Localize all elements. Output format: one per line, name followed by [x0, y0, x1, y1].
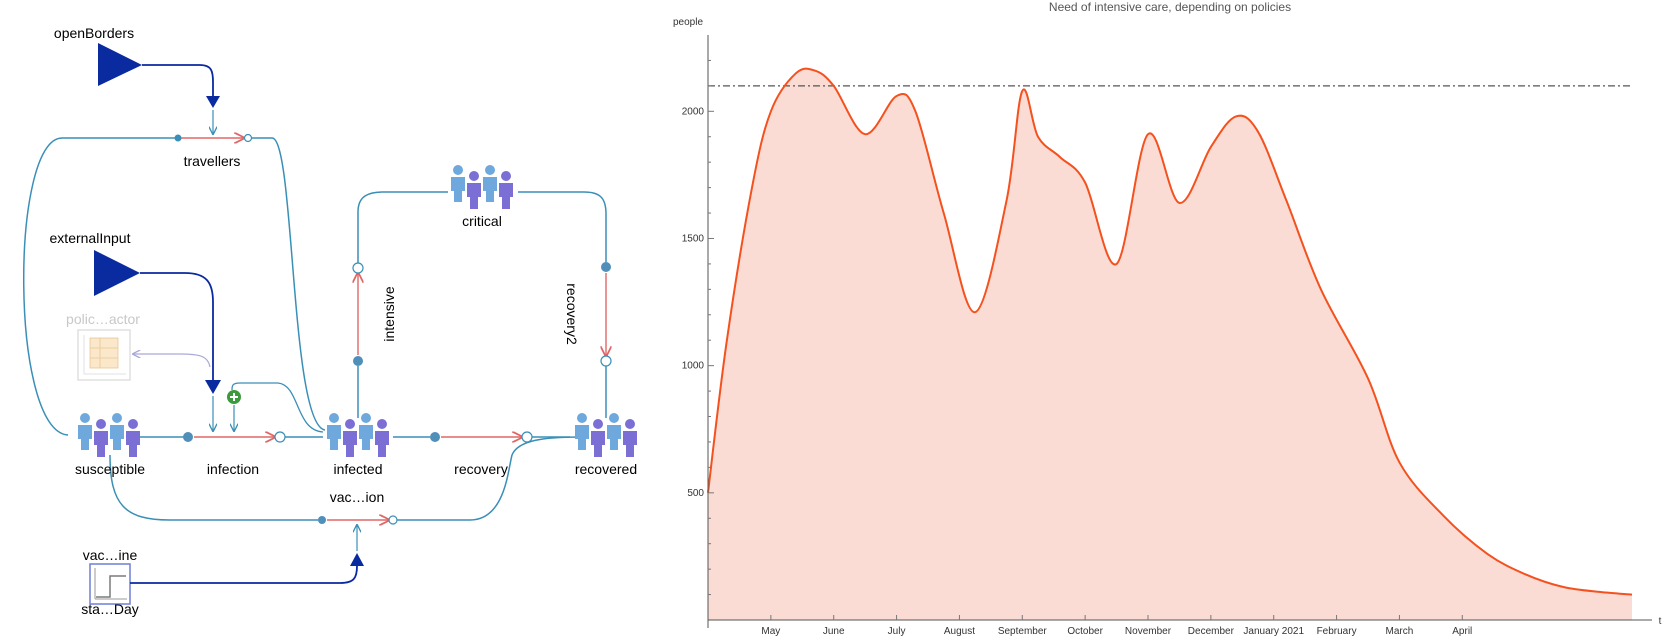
flow-label-infection: infection	[207, 461, 259, 477]
chart-xtick-label: November	[1125, 626, 1172, 637]
table-label-policyFactor: polic…actor	[66, 311, 140, 327]
infection-source-dot	[183, 432, 193, 442]
chart-ytick-label: 2000	[682, 106, 705, 117]
recovery2-source-dot	[601, 262, 611, 272]
chart-xtick-label: May	[761, 626, 780, 637]
vaccination-step-icon[interactable]	[89, 563, 131, 605]
chart-xlabel: t	[1659, 616, 1662, 627]
flow-label-recovery: recovery	[454, 461, 508, 477]
chart-xtick-label: March	[1386, 626, 1414, 637]
chart-xtick-label: December	[1188, 626, 1235, 637]
step-label-top: vac…ine	[83, 547, 138, 563]
stock-icon-infected[interactable]	[327, 413, 389, 457]
stock-flow-diagram: travellers openBorders externalInput pol…	[22, 25, 637, 617]
intensive-care-chart: Need of intensive care, depending on pol…	[673, 0, 1662, 637]
chart-ytick-label: 1500	[682, 233, 705, 244]
flow-label-recovery2: recovery2	[564, 283, 580, 345]
chart-xtick-label: June	[823, 626, 845, 637]
chart-ylabel: people	[673, 17, 703, 28]
intensive-to-critical-pipe	[357, 191, 448, 263]
chart-xtick-label: August	[944, 626, 975, 637]
stock-label-recovered: recovered	[575, 461, 637, 477]
vaccination-to-recovered-pipe	[397, 436, 581, 521]
chart-xtick-label: January 2021	[1243, 626, 1304, 637]
flow-label-intensive: intensive	[381, 286, 397, 341]
chart-title: Need of intensive care, depending on pol…	[1049, 0, 1291, 14]
travellers-loop	[22, 137, 175, 436]
recovery-source-dot	[430, 432, 440, 442]
stock-label-critical: critical	[462, 213, 502, 229]
plus-sign	[230, 393, 238, 401]
infection-valve	[274, 431, 286, 443]
step-label-bottom: sta…Day	[81, 601, 139, 617]
travellers-source-dot	[174, 134, 182, 142]
input-label-externalInput: externalInput	[50, 230, 131, 246]
stock-icon-susceptible[interactable]	[78, 413, 140, 457]
chart-xtick-label: February	[1317, 626, 1357, 637]
externalInput-triangle[interactable]	[94, 250, 140, 296]
chart-ytick-label: 1000	[682, 361, 705, 372]
chart-xtick-label: September	[998, 626, 1048, 637]
recovery-valve	[521, 431, 533, 443]
policy-table-icon[interactable]	[77, 329, 131, 381]
stock-label-susceptible: susceptible	[75, 461, 145, 477]
flow-label-vaccination: vac…ion	[330, 489, 384, 505]
vaccination-valve	[388, 515, 398, 525]
stock-icon-recovered[interactable]	[575, 413, 637, 457]
travellers-valve	[243, 133, 253, 143]
flow-label-travellers: travellers	[184, 153, 241, 169]
recovery2-valve	[600, 355, 612, 367]
travellers-return	[250, 137, 326, 431]
chart-xtick-label: July	[888, 626, 906, 637]
openBorders-link	[142, 64, 214, 96]
externalInput-arrowhead	[205, 380, 221, 394]
chart-series-line	[707, 67, 1633, 596]
infected-feedback-loop	[231, 382, 324, 433]
step-link	[130, 565, 358, 584]
chart-xtick-label: October	[1067, 626, 1103, 637]
input-label-openBorders: openBorders	[54, 25, 134, 41]
openBorders-arrowhead	[206, 96, 220, 108]
openBorders-triangle[interactable]	[98, 43, 142, 86]
externalInput-link	[140, 272, 214, 380]
stock-label-infected: infected	[333, 461, 382, 477]
chart-xtick-label: April	[1452, 626, 1472, 637]
intensive-valve	[352, 262, 364, 274]
susceptible-to-vaccination-pipe	[109, 454, 318, 521]
policy-table-link	[133, 354, 211, 368]
stock-icon-critical[interactable]	[451, 165, 513, 209]
critical-to-recovery2-pipe	[518, 191, 607, 262]
intensive-source-dot	[353, 356, 363, 366]
step-arrowhead	[350, 553, 364, 566]
vaccination-source-dot	[318, 516, 326, 524]
chart-area-fill	[708, 68, 1632, 621]
chart-ytick-label: 500	[687, 488, 704, 499]
